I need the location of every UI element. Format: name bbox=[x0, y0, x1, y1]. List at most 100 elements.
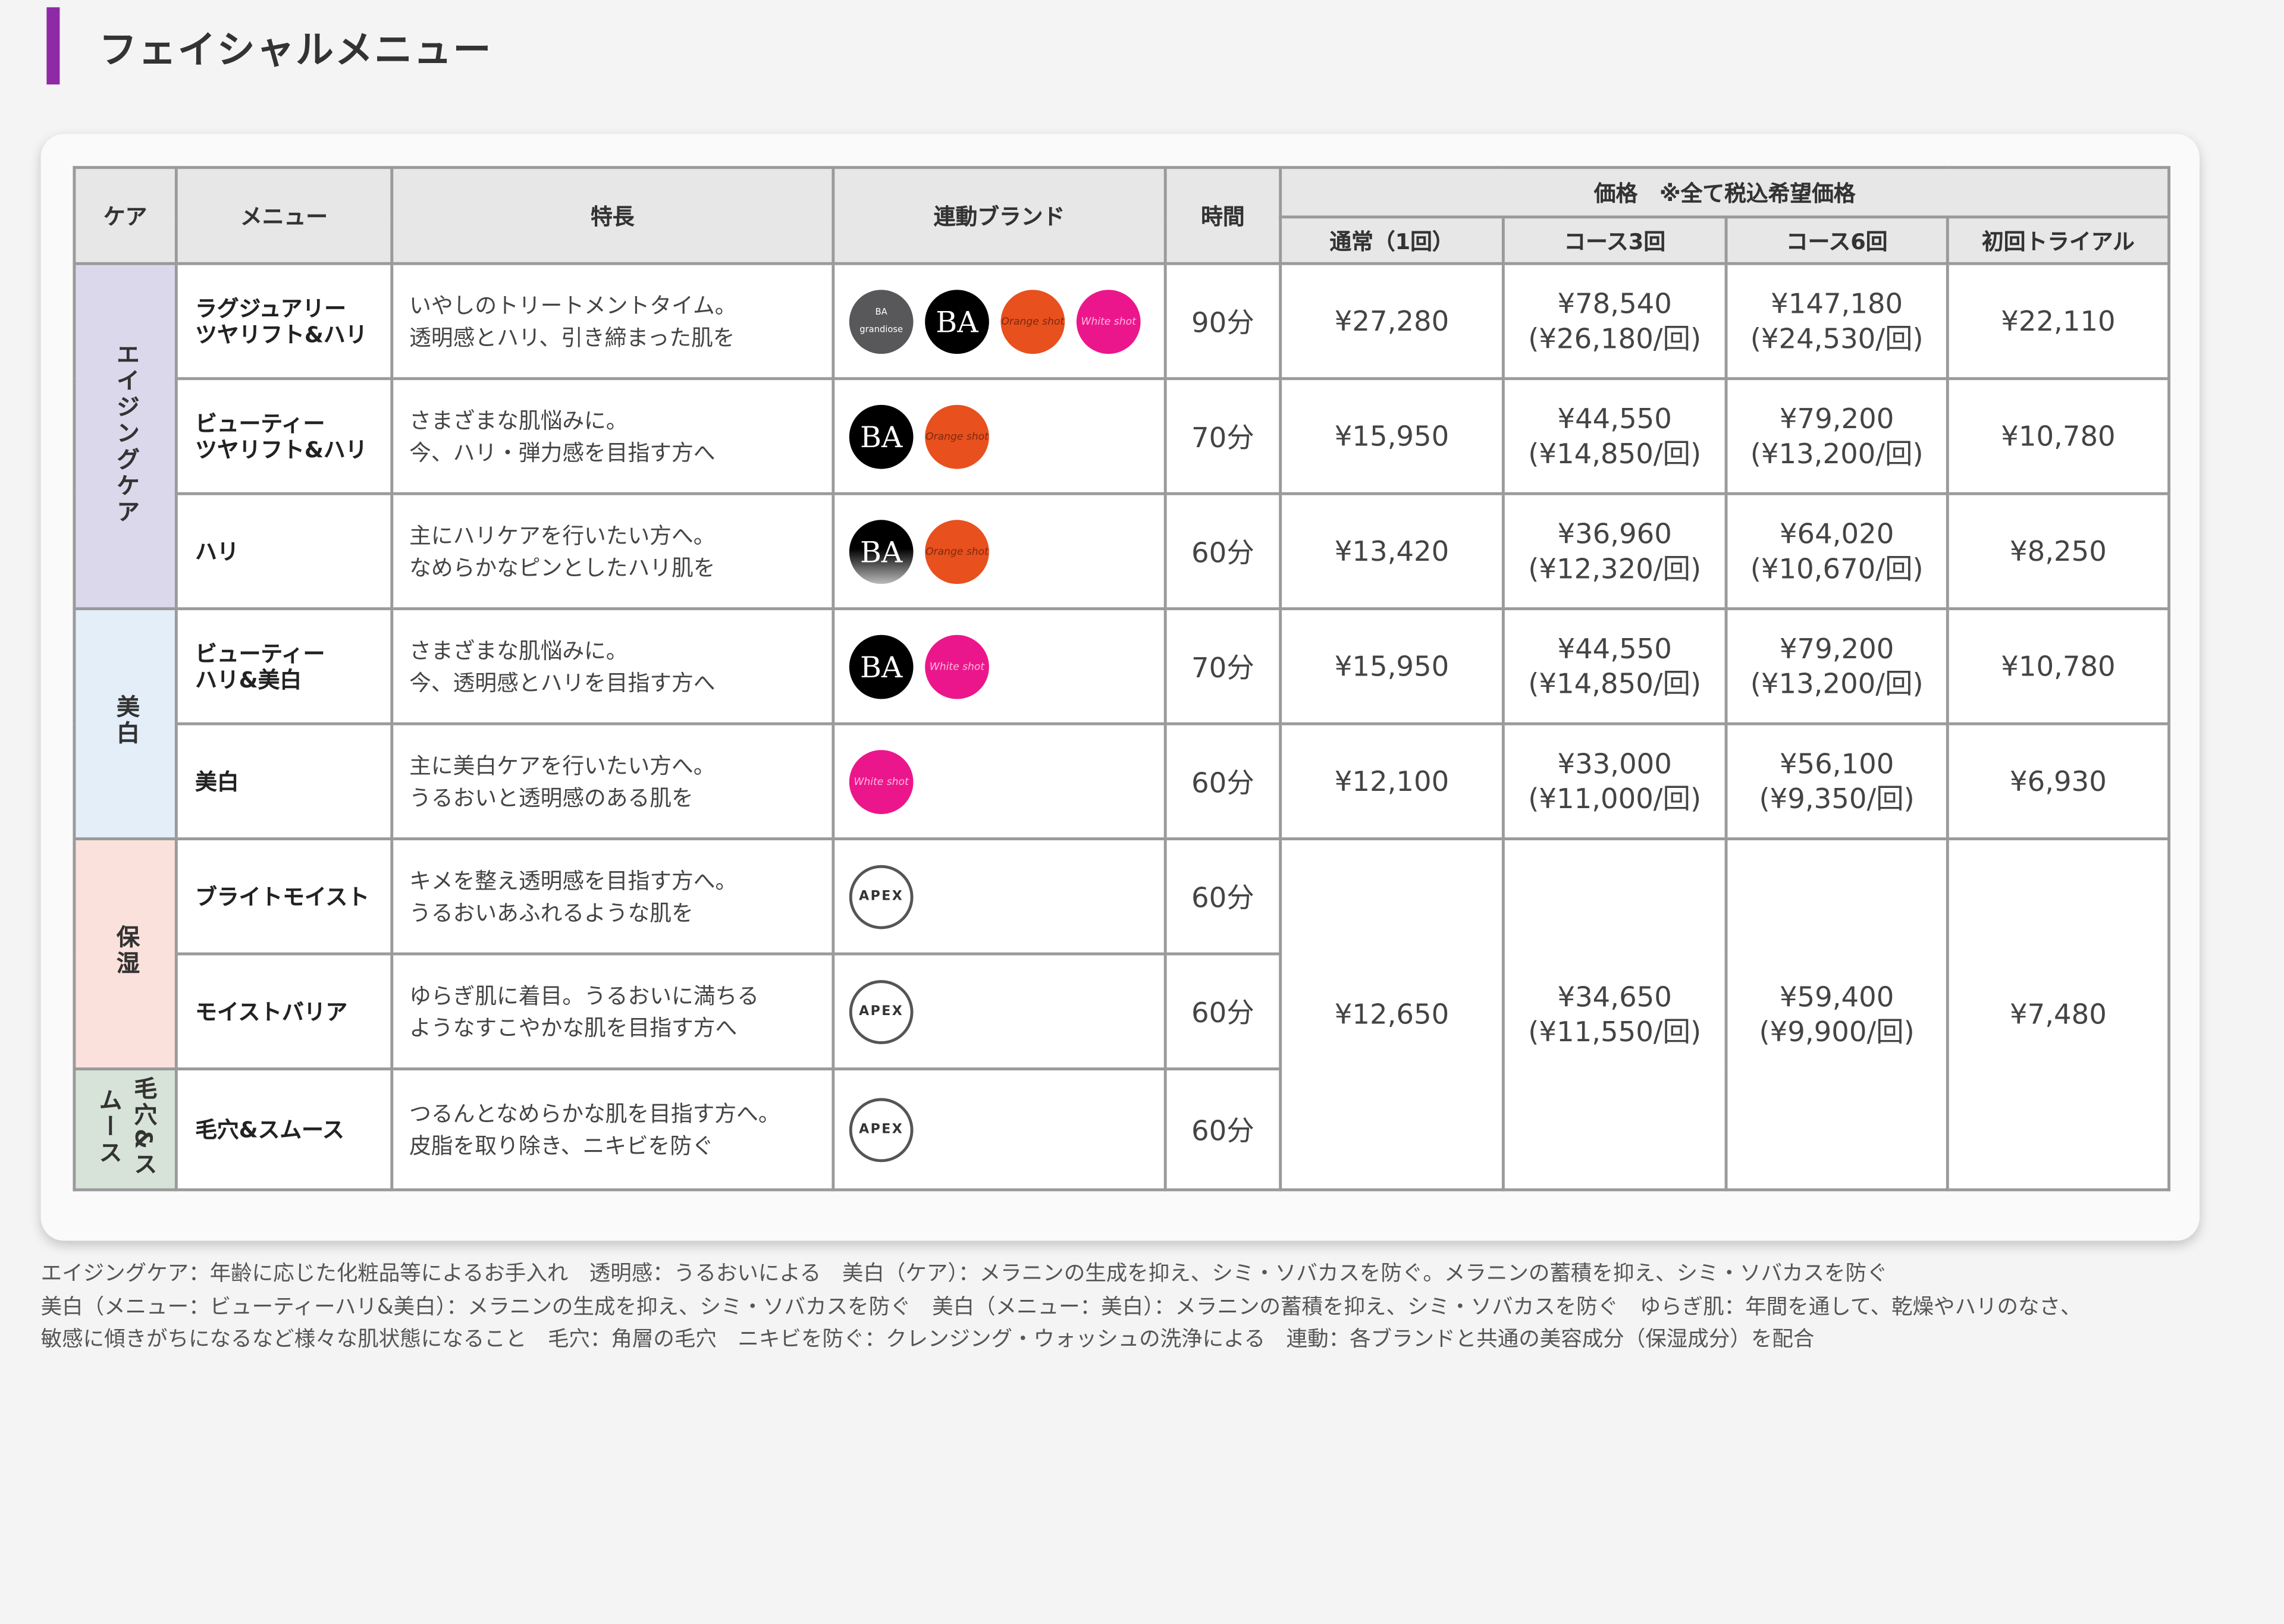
table-row: 美白 主に美白ケアを行いたい方へ。 うるおいと透明感のある肌を White shot 6… bbox=[74, 722, 2171, 841]
price-regular: ¥12,650 bbox=[1279, 837, 1505, 1192]
menu-name: 美白 bbox=[174, 722, 394, 841]
menu-name: ブライトモイスト bbox=[174, 837, 394, 956]
price-trial: ¥8,250 bbox=[1946, 492, 2171, 611]
time: 60分 bbox=[1163, 1067, 1282, 1192]
price-line: (¥14,850/回) bbox=[1528, 437, 1702, 470]
price-course3: ¥36,960 (¥12,320/回) bbox=[1501, 492, 1728, 611]
price-regular: ¥15,950 bbox=[1279, 377, 1505, 495]
time: 60分 bbox=[1163, 492, 1282, 611]
feature-text: さまざまな肌悩みに。 今、ハリ・弾力感を目指す方へ bbox=[390, 377, 835, 495]
brand-logos: BA Orange shot bbox=[832, 492, 1167, 611]
orange-shot-logo-icon: Orange shot bbox=[1000, 289, 1065, 353]
title-accent-bar bbox=[46, 7, 60, 85]
feature-line: さまざまな肌悩みに。 bbox=[409, 407, 628, 434]
menu-name-line: モイストバリア bbox=[195, 998, 348, 1025]
feature-text: 主に美白ケアを行いたい方へ。 うるおいと透明感のある肌を bbox=[390, 722, 835, 841]
feature-line: ようなすこやかな肌を目指す方へ bbox=[409, 1014, 738, 1041]
menu-name-line: 毛穴&スムース bbox=[195, 1116, 344, 1143]
price-line: (¥13,200/回) bbox=[1750, 437, 1924, 470]
feature-line: なめらかなピンとしたハリ肌を bbox=[409, 554, 716, 580]
feature-text: いやしのトリートメントタイム。 透明感とハリ、引き締まった肌を bbox=[390, 262, 835, 381]
feature-line: うるおいと透明感のある肌を bbox=[409, 784, 694, 811]
time: 90分 bbox=[1163, 262, 1282, 381]
price-line: ¥44,550 bbox=[1557, 633, 1672, 665]
price-regular: ¥13,420 bbox=[1279, 492, 1505, 611]
brand-logos: APEX bbox=[832, 952, 1167, 1071]
price-trial: ¥7,480 bbox=[1946, 837, 2171, 1192]
price-regular: ¥15,950 bbox=[1279, 607, 1505, 725]
price-line: (¥26,180/回) bbox=[1528, 322, 1702, 355]
price-line: ¥56,100 bbox=[1779, 747, 1894, 780]
price-line: ¥79,200 bbox=[1779, 403, 1894, 435]
category-label: 美白 bbox=[112, 695, 140, 747]
header-trial: 初回トライアル bbox=[1946, 215, 2171, 265]
price-course6: ¥64,020 (¥10,670/回) bbox=[1724, 492, 1949, 611]
price-course3: ¥34,650 (¥11,550/回) bbox=[1501, 837, 1728, 1192]
header-brand: 連動ブランド bbox=[832, 166, 1167, 265]
ba-logo-icon: BA bbox=[925, 289, 989, 353]
header-course3: コース3回 bbox=[1501, 215, 1728, 265]
header-menu: メニュー bbox=[174, 166, 394, 265]
category-label: エイジングケア bbox=[112, 341, 140, 525]
apex-logo-icon: APEX bbox=[849, 864, 914, 929]
footnote-line: エイジングケア：年齢に応じた化粧品等によるお手入れ 透明感：うるおいによる 美白… bbox=[40, 1262, 1888, 1286]
price-course6: ¥147,180 (¥24,530/回) bbox=[1724, 262, 1949, 381]
menu-name-line: ビューティー bbox=[195, 640, 325, 667]
price-line: (¥13,200/回) bbox=[1750, 667, 1924, 700]
menu-name-line: ハリ&美白 bbox=[195, 666, 302, 693]
header-care: ケア bbox=[73, 166, 178, 265]
menu-name: ビューティー ハリ&美白 bbox=[174, 607, 394, 725]
menu-name-line: ツヤリフト&ハリ bbox=[195, 436, 368, 463]
footnote-line: 美白（メニュー：ビューティーハリ&美白）：メラニンの生成を抑え、シミ・ソバカスを… bbox=[40, 1295, 2082, 1319]
menu-name: モイストバリア bbox=[174, 952, 394, 1071]
orange-shot-logo-icon: Orange shot bbox=[925, 404, 989, 469]
category-cell: エイジングケア bbox=[73, 262, 178, 611]
price-line: ¥33,000 bbox=[1557, 747, 1672, 780]
footnote-line: 敏感に傾きがちになるなど様々な肌状態になること 毛穴：角層の毛穴 ニキビを防ぐ：… bbox=[40, 1328, 1815, 1352]
price-line: ¥78,540 bbox=[1557, 287, 1672, 320]
menu-name-line: 美白 bbox=[195, 768, 239, 794]
page-title: フェイシャルメニュー bbox=[99, 29, 492, 73]
menu-name: ビューティー ツヤリフト&ハリ bbox=[174, 377, 394, 495]
menu-name-line: ブライトモイスト bbox=[195, 883, 369, 910]
feature-line: 主に美白ケアを行いたい方へ。 bbox=[409, 752, 716, 778]
menu-name-line: ツヤリフト&ハリ bbox=[195, 321, 368, 348]
price-line: ¥36,960 bbox=[1557, 517, 1672, 550]
feature-line: 透明感とハリ、引き締まった肌を bbox=[409, 323, 735, 350]
table-row: エイジングケア ラグジュアリー ツヤリフト&ハリ いやしのトリートメントタイム。 透明感… bbox=[73, 262, 2171, 611]
brand-logos: BA grandiose BA Orange shot White shot bbox=[832, 262, 1167, 381]
brand-logos: White shot bbox=[832, 722, 1167, 841]
feature-line: キメを整え透明感を目指す方へ。 bbox=[409, 867, 738, 894]
table-row: 保湿 ブライトモイスト キメを整え透明感を目指す方へ。 うるおいあふれるような肌を AP… bbox=[73, 837, 2171, 1192]
feature-text: さまざまな肌悩みに。 今、透明感とハリを目指す方へ bbox=[390, 607, 835, 725]
price-course3: ¥44,550 (¥14,850/回) bbox=[1501, 377, 1728, 495]
brand-logos: APEX bbox=[832, 837, 1167, 956]
white-shot-logo-icon: White shot bbox=[849, 749, 914, 813]
price-line: ¥44,550 bbox=[1557, 403, 1672, 435]
header-price: 価格 ※全て税込希望価格 bbox=[1279, 166, 2171, 219]
price-trial: ¥10,780 bbox=[1946, 377, 2171, 495]
menu-name: 毛穴&スムース bbox=[174, 1067, 394, 1192]
price-line: (¥24,530/回) bbox=[1750, 322, 1924, 355]
price-line: ¥147,180 bbox=[1771, 287, 1903, 320]
menu-name: ラグジュアリー ツヤリフト&ハリ bbox=[174, 262, 394, 381]
price-trial: ¥10,780 bbox=[1946, 607, 2171, 725]
time: 60分 bbox=[1163, 837, 1282, 956]
table-row: ハリ 主にハリケアを行いたい方へ。 なめらかなピンとしたハリ肌を BA Orange s… bbox=[74, 492, 2171, 611]
header-feature: 特長 bbox=[390, 166, 835, 265]
table-row: 毛穴&スムース 毛穴&スムース つるんとなめらかな肌を目指す方へ。 皮脂を取り除き、ニ… bbox=[73, 1067, 2169, 1192]
category-cell: 美白 bbox=[73, 607, 178, 841]
price-course3: ¥44,550 (¥14,850/回) bbox=[1501, 607, 1728, 725]
feature-line: うるおいあふれるような肌を bbox=[409, 899, 694, 926]
apex-logo-icon: APEX bbox=[849, 1097, 914, 1162]
price-line: (¥12,320/回) bbox=[1528, 552, 1702, 585]
ba-logo-icon: BA bbox=[849, 404, 914, 469]
menu-name-line: ハリ bbox=[195, 538, 239, 564]
table-row: モイストバリア ゆらぎ肌に着目。うるおいに満ちる ようなすこやかな肌を目指す方へ AP… bbox=[74, 952, 2169, 1071]
table-row: 美白 ビューティー ハリ&美白 さまざまな肌悩みに。 今、透明感とハリを目指す方へ BA W… bbox=[73, 607, 2171, 841]
price-course6: ¥59,400 (¥9,900/回) bbox=[1724, 837, 1949, 1192]
time: 70分 bbox=[1163, 377, 1282, 495]
apex-logo-icon: APEX bbox=[849, 979, 914, 1044]
menu-name-line: ビューティー bbox=[195, 410, 325, 436]
feature-text: つるんとなめらかな肌を目指す方へ。 皮脂を取り除き、ニキビを防ぐ bbox=[390, 1067, 835, 1192]
